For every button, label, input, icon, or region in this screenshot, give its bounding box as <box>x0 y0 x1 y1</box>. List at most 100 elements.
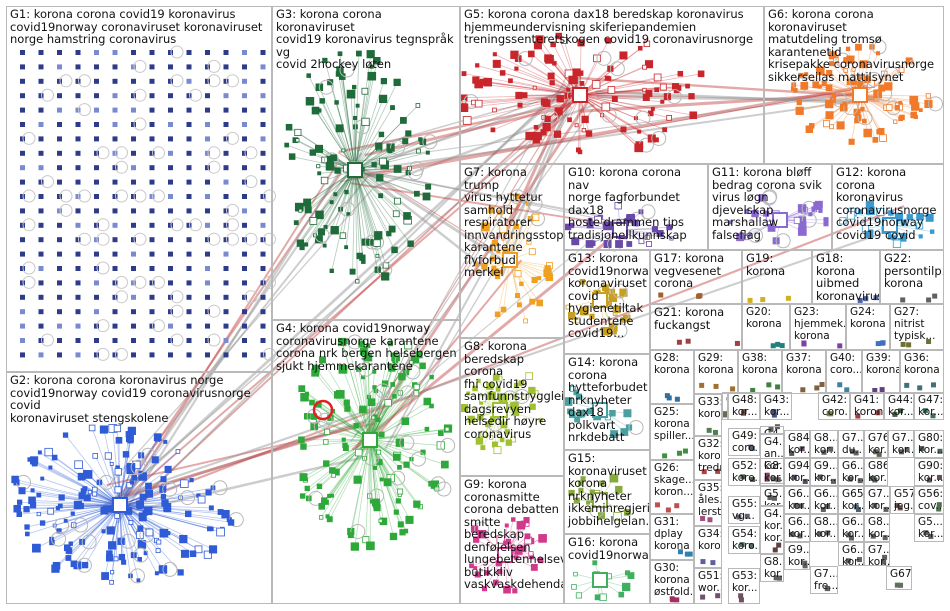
user-node <box>347 532 354 539</box>
group-box-g5x2: G5... kor... <box>914 514 944 542</box>
user-node <box>423 397 432 406</box>
group-box-g12: G12: korona corona koronavirus coronavir… <box>832 164 944 250</box>
user-node <box>394 197 401 205</box>
group-box-g5: G5: korona corona dax18 beredskap korona… <box>460 6 764 164</box>
inter-group-edge <box>339 85 876 183</box>
isolate-node <box>149 64 155 70</box>
isolate-node <box>149 208 155 214</box>
isolate-node <box>131 78 136 84</box>
user-node <box>481 262 488 270</box>
group-edge <box>579 94 640 146</box>
user-node <box>113 424 122 433</box>
self-loop <box>189 218 202 232</box>
group-edge <box>579 94 657 141</box>
group-box-g49: G49: coro... <box>728 428 760 456</box>
user-node <box>37 450 42 455</box>
group-box-g7x3: G7... kor... <box>864 486 890 514</box>
inter-group-edge <box>355 165 496 277</box>
group-box-g14: G14: korona corona hytteforbudet nrknyhe… <box>564 354 650 450</box>
group-label-g25: G25: korona spiller... <box>654 406 694 442</box>
group-edge <box>119 487 214 506</box>
group-edge <box>496 63 581 96</box>
user-node <box>885 104 893 111</box>
user-node <box>128 520 134 525</box>
group-box-g8x2: G8... kor... <box>760 458 784 486</box>
group-edge <box>354 105 359 171</box>
user-node <box>386 231 392 237</box>
isolate-node <box>38 150 44 156</box>
user-node <box>300 493 306 499</box>
group-edge <box>119 479 192 506</box>
user-node <box>418 137 423 142</box>
isolate-node <box>38 309 44 315</box>
group-box-g32: G32: koro... tredr... <box>694 436 722 480</box>
isolate-node <box>57 78 62 84</box>
self-loop <box>364 450 380 466</box>
self-loop <box>22 131 36 145</box>
group-label-g67: G67... <box>890 568 912 580</box>
group-box-g7x4: G7... fre... <box>810 566 838 594</box>
group-edge <box>301 388 371 441</box>
user-node <box>300 443 307 450</box>
group-edge <box>15 479 121 506</box>
user-node <box>666 115 672 121</box>
user-node <box>570 76 578 84</box>
user-node <box>479 395 487 403</box>
user-node <box>390 105 395 110</box>
isolate-node <box>223 294 229 300</box>
group-label-g1: G1: korona corona covid19 koronavirus co… <box>10 7 263 46</box>
group-edge <box>324 60 356 171</box>
isolate-node <box>38 194 44 199</box>
group-edge <box>119 504 221 533</box>
user-node <box>36 492 42 498</box>
group-edge <box>317 419 371 441</box>
group-edge <box>341 341 371 441</box>
group-label-g7x3: G7... kor... <box>868 488 890 512</box>
group-label-g15: G15: koronaviruset korona nrknyheter ikk… <box>568 451 650 528</box>
user-node <box>114 486 122 494</box>
group-box-g6x6: G6... kor... <box>838 542 864 566</box>
isolate-node <box>205 309 210 315</box>
group-edge <box>32 489 121 506</box>
user-node <box>70 511 75 516</box>
isolate-node <box>242 208 247 214</box>
self-loop <box>318 79 334 95</box>
isolate-node <box>149 323 155 329</box>
self-loop <box>226 218 239 232</box>
isolate-node <box>260 266 266 271</box>
user-node <box>645 90 653 97</box>
node-layer <box>11 32 943 603</box>
user-node <box>486 382 494 390</box>
user-node <box>860 106 865 112</box>
inter-group-edge <box>351 230 620 451</box>
group-label-g7: G7: korona trump virus hyttetur samhold … <box>464 165 564 279</box>
group-box-g7x2: G7... kor... <box>888 430 914 458</box>
user-node <box>812 81 820 89</box>
user-node <box>848 138 855 145</box>
self-loop <box>843 100 859 116</box>
group-box-g57: G57: jeg... <box>890 486 914 514</box>
group-edge <box>354 138 421 171</box>
user-node <box>379 477 384 482</box>
group-label-g3: G3: korona corona koronaviruset covid19 … <box>276 7 454 71</box>
group-label-g20: G20: korona <box>746 306 782 330</box>
isolate-node <box>94 266 99 271</box>
user-node <box>317 228 325 236</box>
user-node <box>480 222 490 232</box>
group-edge <box>354 107 393 171</box>
group-edge <box>331 169 356 271</box>
group-label-g94: G94: kor... <box>788 460 810 484</box>
group-box-g8x4: G8... kor... <box>760 554 784 582</box>
isolate-node <box>186 179 192 185</box>
self-loop <box>162 481 178 497</box>
isolate-node <box>112 266 118 271</box>
user-node <box>118 553 126 561</box>
isolate-node <box>57 323 62 329</box>
group-edge <box>369 439 445 465</box>
group-edge <box>478 83 581 96</box>
user-node <box>374 231 383 240</box>
group-box-g7x5: G7... kor... <box>864 542 890 566</box>
group-edge <box>319 110 356 171</box>
user-node <box>122 451 130 458</box>
user-node <box>207 526 212 532</box>
